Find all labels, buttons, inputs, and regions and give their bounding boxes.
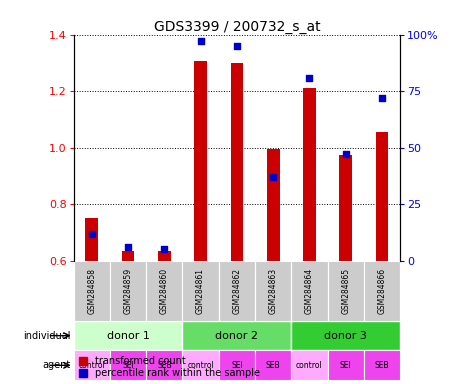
Bar — [194, 61, 207, 261]
Text: control: control — [187, 361, 213, 370]
Text: SEI: SEI — [230, 361, 242, 370]
Bar — [266, 149, 279, 261]
Text: agent: agent — [42, 360, 70, 370]
Point — [124, 244, 131, 250]
Text: SEI: SEI — [122, 361, 134, 370]
Text: GSM284858: GSM284858 — [87, 268, 96, 314]
Text: GSM284861: GSM284861 — [196, 268, 205, 314]
Point — [378, 95, 385, 101]
Bar — [363, 261, 399, 321]
Text: SEI: SEI — [339, 361, 351, 370]
Bar — [146, 351, 182, 380]
Bar — [85, 218, 98, 261]
Point — [341, 151, 349, 157]
Bar — [230, 63, 243, 261]
Text: SEB: SEB — [157, 361, 171, 370]
Bar — [375, 132, 387, 261]
Text: control: control — [78, 361, 105, 370]
Bar — [73, 351, 110, 380]
Bar — [254, 261, 291, 321]
Text: GSM284866: GSM284866 — [377, 268, 386, 314]
Bar — [110, 351, 146, 380]
Text: donor 1: donor 1 — [106, 331, 149, 341]
Text: donor 2: donor 2 — [215, 331, 258, 341]
Bar — [291, 351, 327, 380]
Bar — [182, 351, 218, 380]
Point — [88, 230, 95, 237]
Bar — [339, 155, 351, 261]
Text: GSM284864: GSM284864 — [304, 268, 313, 314]
Bar — [157, 251, 170, 261]
Bar — [146, 261, 182, 321]
Text: donor 3: donor 3 — [324, 331, 366, 341]
Point — [160, 247, 168, 253]
Bar — [182, 321, 291, 351]
Point — [305, 74, 313, 81]
Bar — [327, 261, 363, 321]
Text: GSM284865: GSM284865 — [341, 268, 349, 314]
Bar — [291, 321, 399, 351]
Text: GSM284862: GSM284862 — [232, 268, 241, 314]
Title: GDS3399 / 200732_s_at: GDS3399 / 200732_s_at — [153, 20, 319, 33]
Bar — [291, 261, 327, 321]
Bar — [302, 88, 315, 261]
Text: GSM284859: GSM284859 — [123, 268, 132, 314]
Bar — [218, 261, 254, 321]
Legend: transformed count, percentile rank within the sample: transformed count, percentile rank withi… — [78, 355, 260, 379]
Text: GSM284863: GSM284863 — [268, 268, 277, 314]
Bar — [218, 351, 254, 380]
Bar — [73, 321, 182, 351]
Text: GSM284860: GSM284860 — [159, 268, 168, 314]
Point — [269, 174, 276, 180]
Point — [196, 38, 204, 45]
Text: control: control — [296, 361, 322, 370]
Text: individual: individual — [23, 331, 70, 341]
Bar — [363, 351, 399, 380]
Bar — [254, 351, 291, 380]
Bar — [110, 261, 146, 321]
Bar — [73, 261, 110, 321]
Text: SEB: SEB — [374, 361, 388, 370]
Bar — [182, 261, 218, 321]
Text: SEB: SEB — [265, 361, 280, 370]
Bar — [122, 251, 134, 261]
Point — [233, 43, 240, 49]
Bar — [327, 351, 363, 380]
